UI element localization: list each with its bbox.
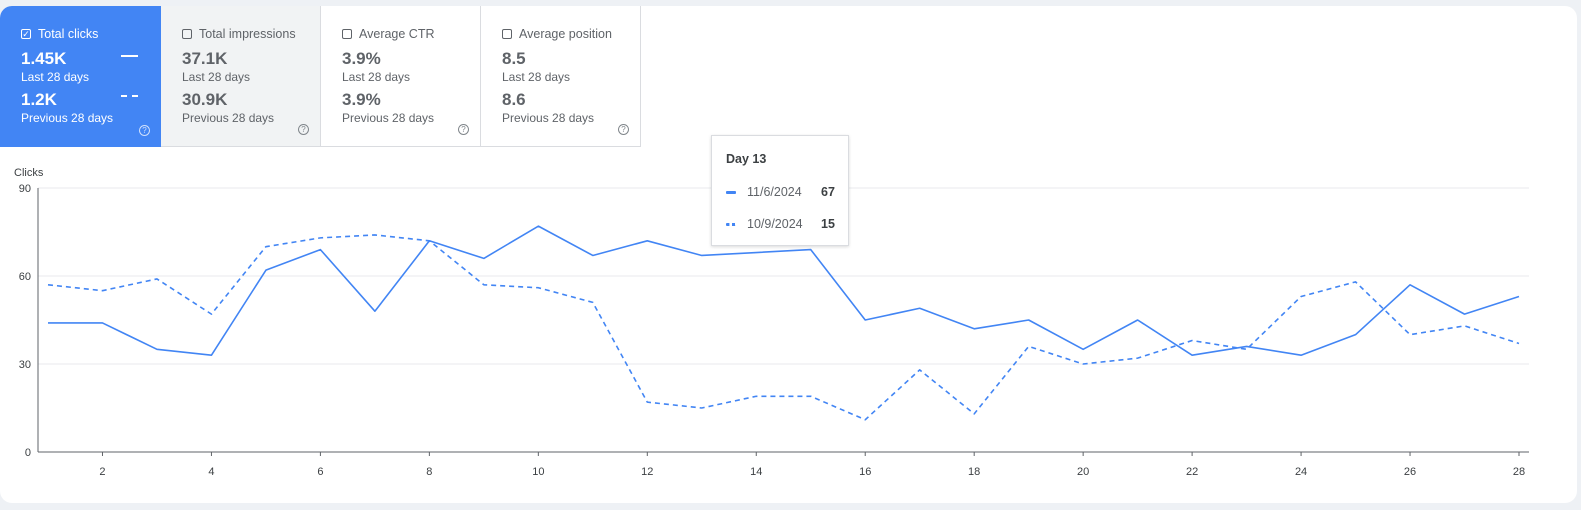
x-tick-label: 20 — [1077, 466, 1089, 478]
help-circle-icon[interactable]: ? — [618, 124, 629, 135]
metric-previous-value: 1.2K — [21, 90, 57, 109]
metric-card-average-position[interactable]: Average position 8.5 Last 28 days 8.6 Pr… — [481, 6, 641, 147]
x-tick-label: 28 — [1513, 466, 1525, 478]
tooltip-row-current: 11/6/2024 67 — [726, 185, 835, 199]
y-tick-label: 60 — [19, 271, 31, 283]
x-tick-label: 4 — [208, 466, 214, 478]
x-tick-label: 18 — [968, 466, 980, 478]
metric-card-header: ✓ Total clicks — [21, 26, 161, 42]
legend-solid-line-icon — [121, 55, 138, 57]
help-circle-icon[interactable]: ? — [139, 125, 150, 136]
metric-title: Average CTR — [359, 27, 435, 41]
metric-title: Total clicks — [38, 27, 99, 41]
metric-current-label: Last 28 days — [21, 70, 90, 84]
tooltip-value: 67 — [821, 185, 835, 199]
x-tick-label: 14 — [750, 466, 762, 478]
metric-previous-label: Previous 28 days — [21, 111, 114, 125]
tooltip-date: 11/6/2024 — [747, 185, 802, 199]
performance-panel: ✓ Total clicks 1.45K Last 28 days 1.2K P… — [0, 6, 1577, 503]
metric-title: Average position — [519, 27, 612, 41]
metric-card-average-ctr[interactable]: Average CTR 3.9% Last 28 days 3.9% Previ… — [321, 6, 481, 147]
tooltip-date: 10/9/2024 — [747, 217, 803, 231]
metric-previous-value: 8.6 — [502, 90, 526, 109]
y-axis-label: Clicks — [14, 167, 44, 179]
metric-current-label: Last 28 days — [182, 70, 251, 84]
metric-card-header: Total impressions — [182, 26, 320, 42]
y-tick-label: 0 — [25, 447, 31, 459]
metric-card-header: Average position — [502, 26, 640, 42]
metric-card-total-clicks[interactable]: ✓ Total clicks 1.45K Last 28 days 1.2K P… — [0, 6, 161, 147]
metric-card-total-impressions[interactable]: Total impressions 37.1K Last 28 days 30.… — [161, 6, 321, 147]
metric-previous-label: Previous 28 days — [182, 111, 275, 125]
y-tick-label: 90 — [19, 183, 31, 195]
x-tick-label: 16 — [859, 466, 871, 478]
x-tick-label: 6 — [317, 466, 323, 478]
metric-previous-label: Previous 28 days — [502, 111, 595, 125]
metric-current-value: 1.45K — [21, 49, 67, 68]
metric-current-label: Last 28 days — [342, 70, 411, 84]
checkbox-icon[interactable] — [342, 29, 352, 39]
metric-previous-label: Previous 28 days — [342, 111, 435, 125]
previous-period-series-line — [47, 234, 1520, 421]
metric-current-value: 8.5 — [502, 49, 526, 68]
metric-title: Total impressions — [199, 27, 296, 41]
metric-current-value: 3.9% — [342, 49, 381, 68]
dashed-line-swatch-icon — [726, 222, 736, 226]
tooltip-row-previous: 10/9/2024 15 — [726, 217, 835, 231]
metric-previous-value: 30.9K — [182, 90, 228, 109]
x-tick-label: 10 — [532, 466, 544, 478]
metric-card-header: Average CTR — [342, 26, 480, 42]
metric-cards: ✓ Total clicks 1.45K Last 28 days 1.2K P… — [0, 6, 641, 147]
metric-current-label: Last 28 days — [502, 70, 571, 84]
checkbox-icon[interactable] — [502, 29, 512, 39]
help-circle-icon[interactable]: ? — [298, 124, 309, 135]
legend-dashed-line-icon — [121, 95, 138, 97]
x-tick-label: 24 — [1295, 466, 1307, 478]
help-circle-icon[interactable]: ? — [458, 124, 469, 135]
metric-previous-value: 3.9% — [342, 90, 381, 109]
check-icon[interactable]: ✓ — [21, 28, 31, 39]
tooltip-title: Day 13 — [726, 152, 767, 166]
solid-line-swatch-icon — [726, 190, 736, 194]
x-tick-label: 22 — [1186, 466, 1198, 478]
chart-tooltip: Day 13 11/6/2024 67 10/9/2024 15 — [711, 135, 849, 246]
x-tick-label: 8 — [426, 466, 432, 478]
tooltip-value: 15 — [821, 217, 835, 231]
x-tick-label: 26 — [1404, 466, 1416, 478]
y-tick-label: 30 — [19, 359, 31, 371]
x-tick-label: 12 — [641, 466, 653, 478]
x-tick-label: 2 — [99, 466, 105, 478]
current-period-series-line — [48, 225, 1520, 357]
checkbox-icon[interactable] — [182, 29, 192, 39]
metric-current-value: 37.1K — [182, 49, 228, 68]
